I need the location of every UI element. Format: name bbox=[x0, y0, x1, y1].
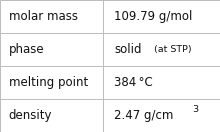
Text: density: density bbox=[9, 109, 52, 122]
Text: solid: solid bbox=[114, 43, 142, 56]
Text: molar mass: molar mass bbox=[9, 10, 78, 23]
Text: 2.47 g/cm: 2.47 g/cm bbox=[114, 109, 174, 122]
Text: melting point: melting point bbox=[9, 76, 88, 89]
Text: 3: 3 bbox=[192, 105, 198, 114]
Text: (at STP): (at STP) bbox=[154, 45, 192, 54]
Text: phase: phase bbox=[9, 43, 44, 56]
Text: 384 °C: 384 °C bbox=[114, 76, 153, 89]
Text: 109.79 g/mol: 109.79 g/mol bbox=[114, 10, 193, 23]
